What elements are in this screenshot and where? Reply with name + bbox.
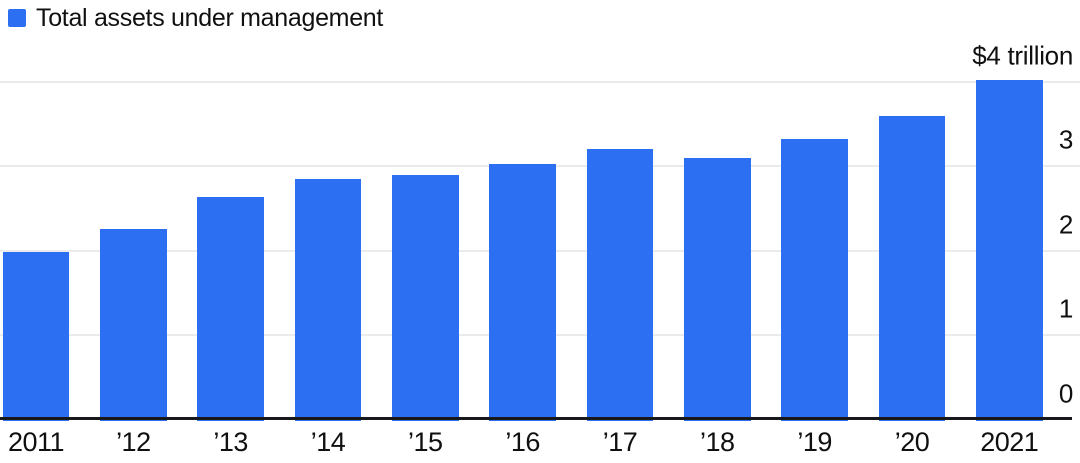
bar	[294, 178, 362, 421]
y-axis-label: 2	[1058, 209, 1073, 240]
legend-swatch-icon	[8, 9, 26, 27]
legend: Total assets under management	[8, 3, 383, 33]
bar	[100, 229, 167, 421]
bar	[197, 197, 264, 421]
y-axis-label: 0	[1058, 378, 1073, 408]
legend-label: Total assets under management	[36, 4, 384, 32]
bar	[2, 252, 70, 421]
x-axis-label: ’15	[408, 427, 443, 457]
x-axis-label: ’19	[797, 427, 832, 457]
y-axis-label: $4 trillion	[972, 40, 1073, 71]
bar	[878, 116, 946, 421]
bar	[976, 79, 1043, 421]
x-axis-label: ’17	[602, 427, 638, 457]
bar	[586, 149, 654, 421]
x-axis-line	[0, 417, 1072, 420]
x-axis-label: 2021	[980, 427, 1039, 457]
bar	[781, 139, 848, 421]
x-axis-label: ’14	[310, 427, 346, 457]
bar	[392, 174, 459, 421]
y-axis-label: 1	[1058, 293, 1073, 324]
bar	[684, 158, 751, 421]
x-axis-label: ’16	[505, 427, 540, 457]
x-axis-label: 2011	[7, 427, 65, 457]
gridline	[0, 80, 1080, 83]
x-axis-label: ’20	[894, 427, 930, 457]
bar	[489, 164, 556, 421]
y-axis-label: 3	[1058, 124, 1073, 155]
x-axis-label: ’12	[116, 427, 151, 457]
x-axis-label: ’13	[213, 427, 248, 457]
x-axis-label: ’18	[700, 427, 735, 457]
